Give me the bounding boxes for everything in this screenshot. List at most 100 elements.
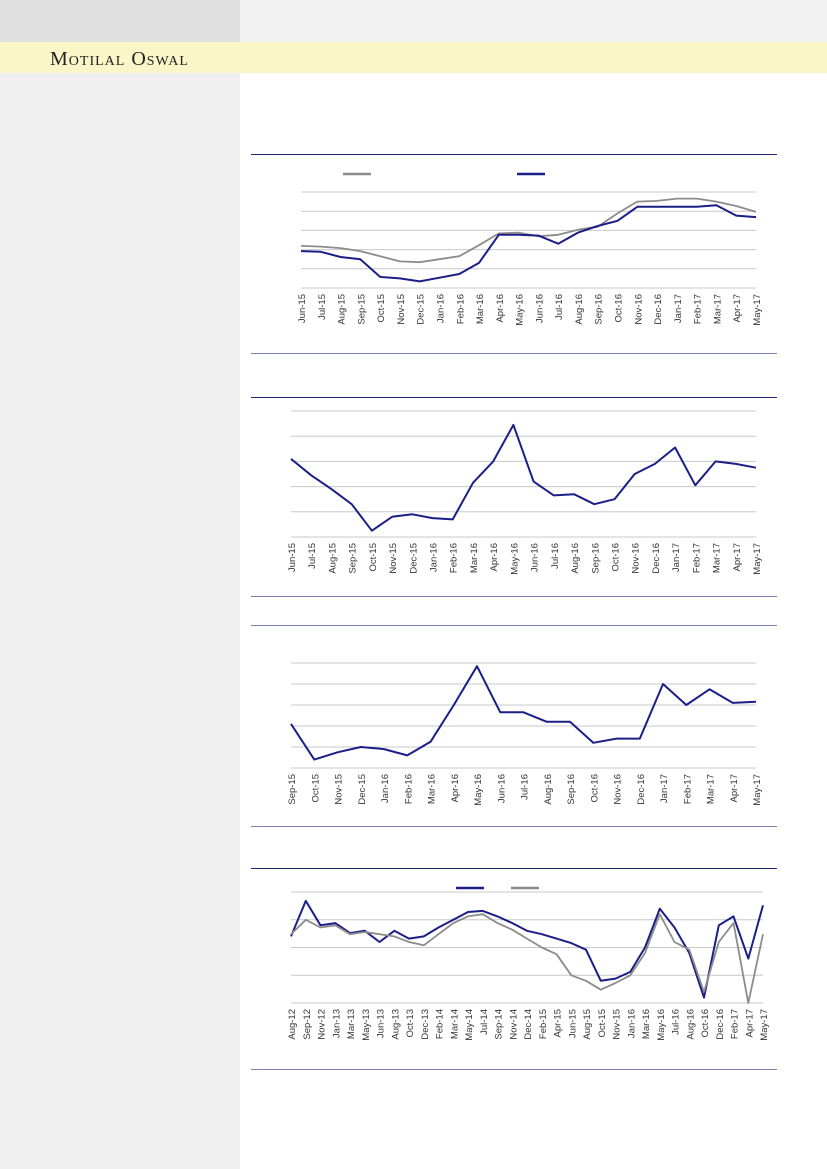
x-tick-label: May-17 <box>759 1009 770 1041</box>
x-tick-label: Nov-16 <box>633 294 644 325</box>
x-tick-label: Nov-15 <box>334 774 345 805</box>
x-tick-label: Dec-15 <box>416 294 427 325</box>
x-tick-label: Dec-16 <box>715 1009 726 1040</box>
x-tick-label: Feb-17 <box>691 543 702 573</box>
x-tick-label: Oct-15 <box>310 774 321 803</box>
x-tick-label: Apr-17 <box>729 774 740 803</box>
x-tick-label: Jul-16 <box>671 1009 682 1035</box>
x-tick-label: Aug-16 <box>543 774 554 805</box>
x-tick-label: Sep-16 <box>590 543 601 574</box>
x-tick-label: Nov-14 <box>508 1009 519 1040</box>
series-line-1 <box>290 423 757 532</box>
x-tick-label: Nov-16 <box>613 774 624 805</box>
x-tick-label: Feb-16 <box>403 774 414 804</box>
x-tick-label: Jun-16 <box>530 543 541 572</box>
x-tick-label: Oct-16 <box>610 543 621 572</box>
left-sidebar <box>0 0 240 1169</box>
x-tick-label: Oct-16 <box>589 774 600 803</box>
x-tick-label: Sep-15 <box>348 543 359 574</box>
x-tick-label: Aug-16 <box>574 294 585 325</box>
x-tick-label: May-16 <box>509 543 520 575</box>
chart-3: Sep-15 Oct-15 Nov-15 Dec-15 Jan-16 Feb-16 Mar-… <box>287 662 763 806</box>
chart4-top-rule <box>251 868 777 869</box>
x-tick-label: Feb-16 <box>449 543 460 573</box>
x-tick-label: Feb-15 <box>538 1009 549 1039</box>
chart2-bottom-rule <box>251 596 777 597</box>
x-tick-label: Jan-13 <box>331 1009 342 1038</box>
x-tick-label: Jun-16 <box>534 294 545 323</box>
x-tick-label: Aug-16 <box>685 1009 696 1040</box>
x-tick-label: Jun-15 <box>567 1009 578 1038</box>
series-line-1 <box>290 665 757 761</box>
brand-logo: Motilal Oswal <box>50 48 189 70</box>
x-tick-label: Nov-15 <box>396 294 407 325</box>
x-tick-label: Apr-16 <box>450 774 461 803</box>
x-tick-label: May-16 <box>656 1009 667 1041</box>
x-tick-label: Apr-17 <box>744 1009 755 1038</box>
x-tick-label: Nov-15 <box>612 1009 623 1040</box>
chart-4: Aug-12 Sep-12 Nov-12 Jan-13 Mar-13 May-13 Jun-… <box>287 886 770 1041</box>
x-tick-label: Jul-16 <box>520 774 531 800</box>
x-tick-label: May-16 <box>473 774 484 806</box>
chart-1: Jun-15 Jul-15 Aug-15 Sep-15 Oct-15 Nov-15 Dec-… <box>297 172 763 326</box>
x-tick-label: Oct-15 <box>376 294 387 323</box>
x-tick-label: Sep-16 <box>566 774 577 805</box>
chart3-top-rule <box>251 625 777 626</box>
x-tick-label: Jan-17 <box>671 543 682 572</box>
x-tick-label: Oct-16 <box>614 294 625 323</box>
chart1-bottom-rule <box>251 353 777 354</box>
x-tick-label: Aug-15 <box>582 1009 593 1040</box>
header-left-block <box>0 0 240 42</box>
x-tick-label: Dec-16 <box>651 543 662 574</box>
x-tick-label: Feb-14 <box>435 1009 446 1039</box>
x-tick-label: Jan-16 <box>429 543 440 572</box>
x-tick-label: Oct-15 <box>368 543 379 572</box>
chart4-bottom-rule <box>251 1069 777 1070</box>
x-tick-label: Mar-16 <box>427 774 438 804</box>
x-tick-label: Feb-17 <box>693 294 704 324</box>
x-tick-label: Jul-14 <box>479 1009 490 1035</box>
chart2-top-rule <box>251 397 777 398</box>
x-tick-label: Dec-13 <box>420 1009 431 1040</box>
x-tick-label: Mar-17 <box>706 774 717 804</box>
x-tick-label: May-17 <box>752 294 763 326</box>
x-tick-label: Apr-16 <box>495 294 506 323</box>
header-right-block <box>240 0 827 42</box>
x-tick-label: Mar-14 <box>449 1009 460 1039</box>
x-tick-label: Oct-15 <box>597 1009 608 1038</box>
x-tick-label: Oct-16 <box>700 1009 711 1038</box>
x-tick-label: Mar-17 <box>712 543 723 573</box>
x-tick-label: Sep-12 <box>302 1009 313 1040</box>
x-tick-label: May-13 <box>361 1009 372 1041</box>
x-tick-label: Mar-16 <box>475 294 486 324</box>
x-tick-label: Jul-16 <box>554 294 565 320</box>
series-line-2 <box>300 204 757 283</box>
x-tick-label: Oct-13 <box>405 1009 416 1038</box>
x-tick-label: Jan-17 <box>673 294 684 323</box>
x-tick-label: Mar-17 <box>712 294 723 324</box>
x-tick-label: Mar-16 <box>469 543 480 573</box>
x-tick-label: Apr-16 <box>489 543 500 572</box>
x-tick-label: Feb-17 <box>730 1009 741 1039</box>
x-tick-label: Dec-14 <box>523 1009 534 1040</box>
x-tick-label: Dec-15 <box>408 543 419 574</box>
x-tick-label: Dec-16 <box>653 294 664 325</box>
x-tick-label: Aug-12 <box>287 1009 298 1040</box>
x-tick-label: Sep-15 <box>287 774 298 805</box>
x-tick-label: Sep-15 <box>356 294 367 325</box>
x-tick-label: Dec-16 <box>636 774 647 805</box>
x-tick-label: May-17 <box>752 543 763 575</box>
x-tick-label: Aug-15 <box>337 294 348 325</box>
x-tick-label: Jan-16 <box>380 774 391 803</box>
x-tick-label: Jun-15 <box>297 294 308 323</box>
series-line-1 <box>290 899 764 999</box>
x-tick-label: Sep-16 <box>594 294 605 325</box>
x-tick-label: Jul-15 <box>317 294 328 320</box>
x-tick-label: Feb-16 <box>455 294 466 324</box>
x-tick-label: Apr-15 <box>553 1009 564 1038</box>
x-tick-label: Nov-15 <box>388 543 399 574</box>
x-tick-label: Aug-15 <box>327 543 338 574</box>
x-tick-label: Aug-13 <box>390 1009 401 1040</box>
x-tick-label: May-17 <box>752 774 763 806</box>
x-tick-label: Apr-17 <box>732 294 743 323</box>
